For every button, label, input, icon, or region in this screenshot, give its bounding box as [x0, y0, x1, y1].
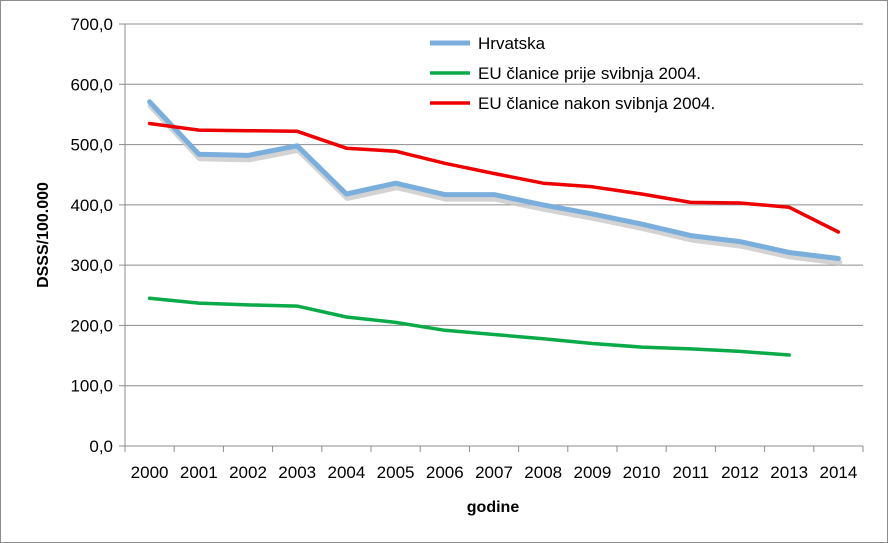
series-line-1	[147, 99, 841, 261]
x-tick-label: 2007	[475, 463, 513, 482]
series-line-3	[147, 121, 841, 234]
y-tick-label: 400,0	[70, 196, 113, 215]
x-tick-label: 2011	[673, 463, 710, 482]
y-axis-title: DSSS/100.000	[35, 182, 52, 288]
x-tick-label: 2001	[180, 463, 218, 482]
legend-label: Hrvatska	[478, 34, 546, 53]
x-tick-label: 2002	[229, 463, 267, 482]
y-tick-labels: 0,0 100,0 200,0 300,0 400,0 500,0 600,0 700,0	[70, 15, 113, 456]
axes	[119, 23, 864, 452]
x-tick-label: 2005	[377, 463, 415, 482]
x-tick-label: 2009	[573, 463, 611, 482]
gridlines	[125, 23, 863, 387]
legend: Hrvatska EU članice prije svibnja 2004. EU…	[430, 34, 715, 113]
x-tick-label: 2008	[524, 463, 562, 482]
x-tick-label: 2013	[770, 463, 808, 482]
y-tick-label: 300,0	[70, 256, 113, 275]
y-tick-label: 500,0	[70, 136, 113, 155]
series-lines	[147, 99, 843, 357]
y-tick-label: 100,0	[70, 377, 113, 396]
x-tick-label: 2014	[819, 463, 857, 482]
y-tick-label: 0,0	[89, 437, 113, 456]
x-axis-title: godine	[467, 499, 520, 516]
x-tick-label: 2004	[327, 463, 365, 482]
series-line-2	[147, 296, 791, 357]
x-tick-label: 2012	[721, 463, 759, 482]
x-tick-label: 2006	[426, 463, 464, 482]
x-tick-labels: 2000 2001 2002 2003 2004 2005 2006 2007 2008 2009…	[131, 463, 858, 482]
y-tick-label: 200,0	[70, 316, 113, 335]
y-tick-label: 700,0	[70, 15, 113, 34]
x-tick-label: 2010	[623, 463, 661, 482]
legend-label: EU članice prije svibnja 2004.	[478, 64, 701, 83]
legend-label: EU članice nakon svibnja 2004.	[478, 94, 715, 113]
y-tick-label: 600,0	[70, 75, 113, 94]
x-tick-label: 2000	[131, 463, 169, 482]
x-tick-label: 2003	[278, 463, 316, 482]
series-line-shadow	[147, 102, 843, 266]
